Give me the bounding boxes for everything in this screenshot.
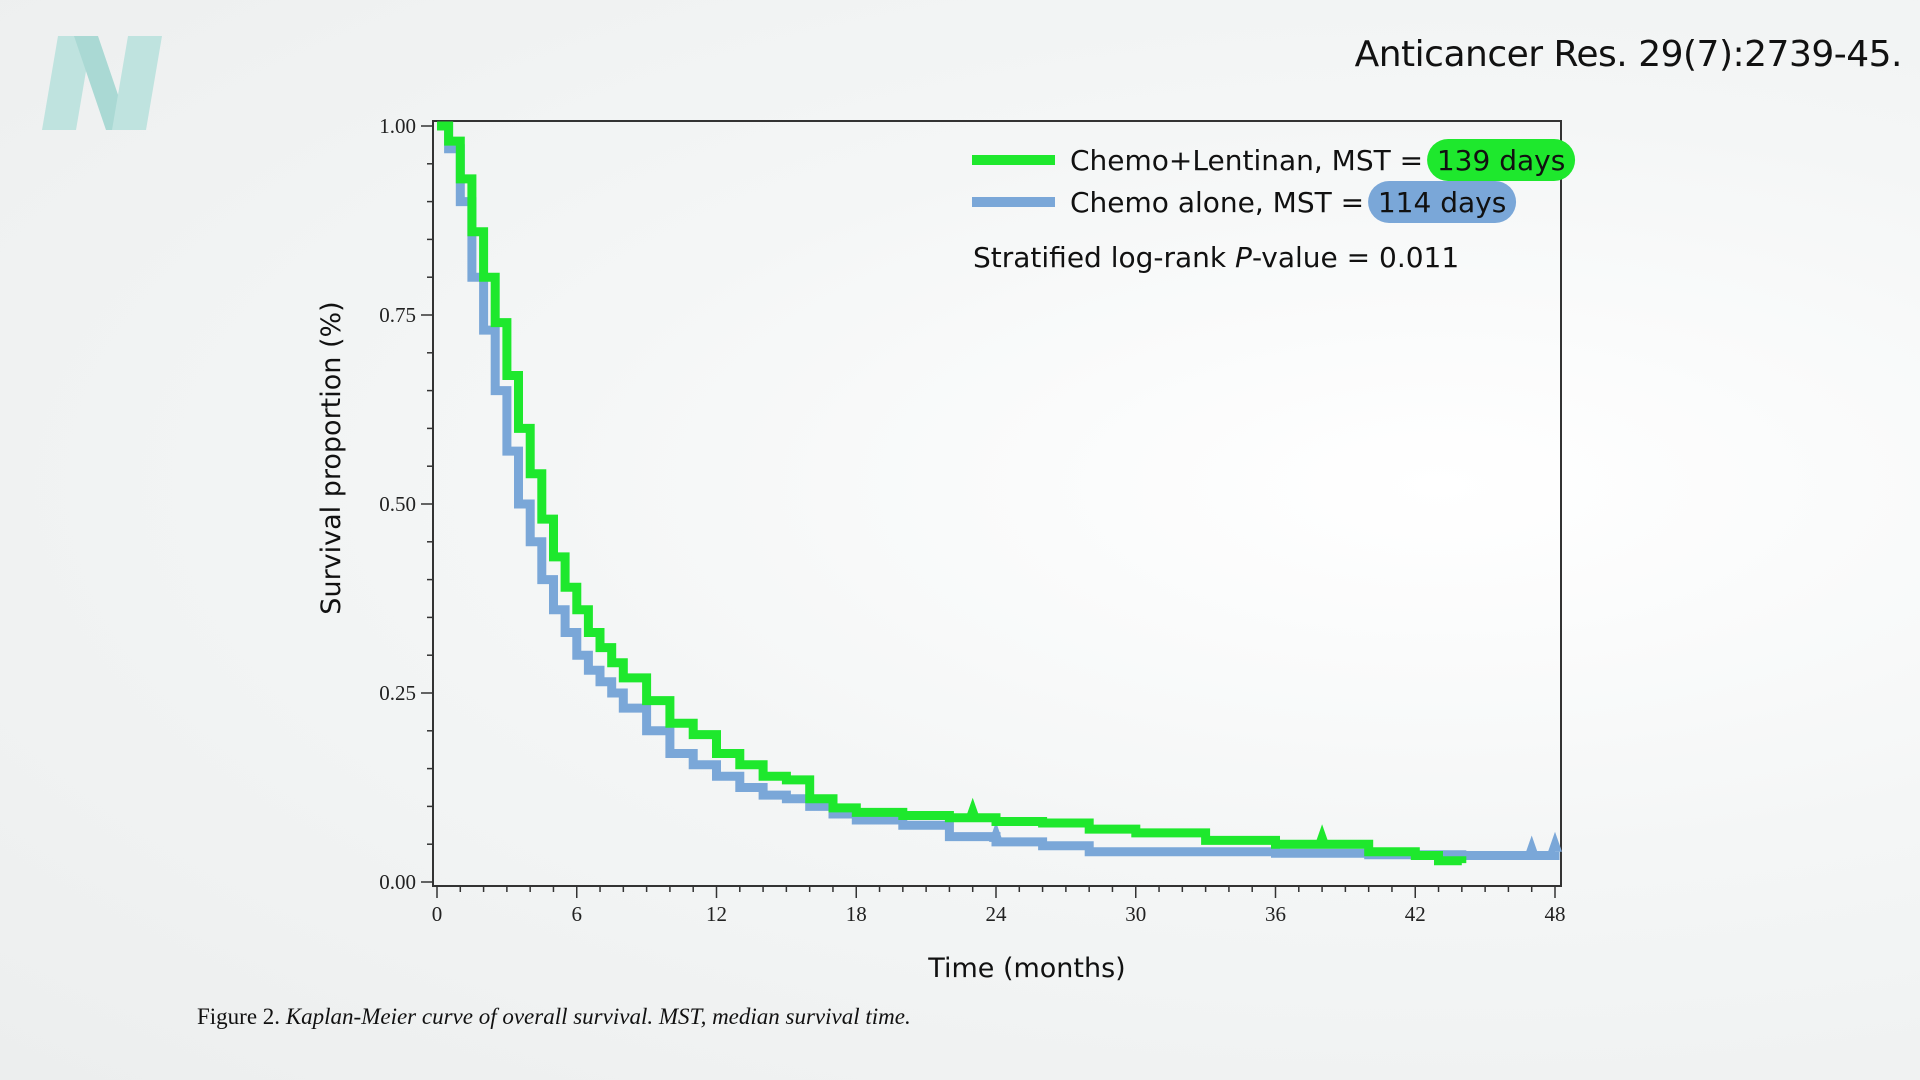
y-tick-label: 0.25 (379, 681, 416, 705)
y-tick-label: 0.75 (379, 303, 416, 327)
censor-mark (965, 797, 980, 818)
series-line-chemo-alone (437, 121, 1560, 860)
x-tick-label: 6 (572, 902, 583, 926)
censor-mark (1315, 824, 1330, 845)
caption-text: Kaplan-Meier curve of overall survival. … (285, 1004, 911, 1029)
censor-mark (1548, 831, 1562, 852)
series-line-chemo-lentinan (437, 121, 1467, 866)
x-tick-label: 12 (706, 902, 727, 926)
x-tick-label: 42 (1405, 902, 1426, 926)
figure-label: Figure 2. (197, 1004, 281, 1029)
x-tick-label: 24 (986, 902, 1008, 926)
x-tick-label: 48 (1545, 902, 1566, 926)
legend-label: Chemo alone, MST = (1070, 186, 1364, 219)
y-axis-title: Survival proportion (%) (316, 301, 347, 614)
x-tick-label: 30 (1125, 902, 1146, 926)
y-tick-label: 1.00 (379, 114, 416, 138)
plot-frame (432, 120, 1562, 887)
mst-highlight (1368, 181, 1517, 223)
mst-value: 139 days (1437, 144, 1565, 177)
mst-highlight (1427, 139, 1576, 181)
x-axis-title: Time (months) (927, 953, 1125, 984)
x-tick-label: 0 (432, 902, 443, 926)
y-tick-label: 0.50 (379, 492, 416, 516)
n-logo-icon (42, 36, 162, 130)
legend-label: Chemo+Lentinan, MST = (1070, 144, 1423, 177)
citation-text: Anticancer Res. 29(7):2739-45. (1354, 34, 1903, 75)
x-tick-label: 18 (846, 902, 867, 926)
x-tick-label: 36 (1265, 902, 1286, 926)
legend: Chemo+Lentinan, MST = 139 days Chemo alon… (972, 139, 1576, 274)
log-rank-annotation: Stratified log-rank P-value = 0.011 (973, 241, 1459, 274)
figure-caption: Figure 2. Kaplan-Meier curve of overall … (197, 1004, 911, 1030)
censor-mark (1524, 835, 1539, 856)
y-tick-label: 0.00 (379, 870, 416, 894)
mst-value: 114 days (1378, 186, 1506, 219)
censor-mark (989, 821, 1003, 842)
